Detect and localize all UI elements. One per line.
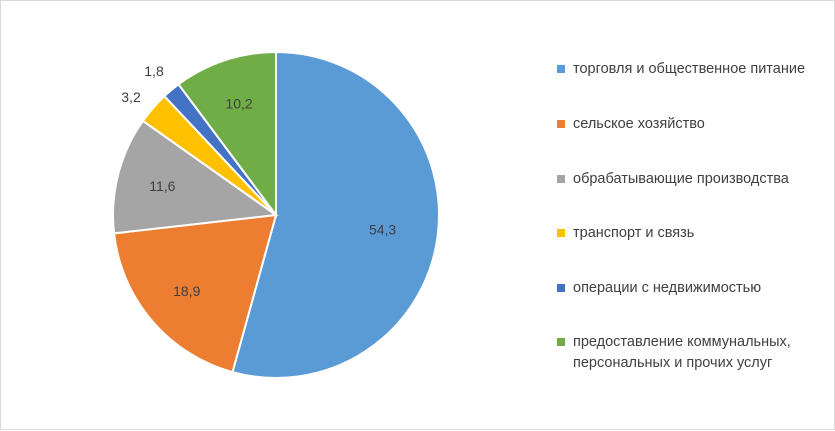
data-label: 18,9 [173, 283, 200, 299]
pie-slice [112, 119, 279, 235]
pie-slice [231, 50, 440, 379]
legend-swatch [557, 338, 565, 346]
legend-swatch [557, 175, 565, 183]
legend-item: сельское хозяйство [557, 114, 827, 135]
legend-swatch [557, 120, 565, 128]
data-label: 1,8 [144, 63, 164, 79]
legend-label: обрабатывающие производства [573, 171, 789, 187]
legend-label: торговля и общественное питание [573, 61, 806, 77]
data-label: 3,2 [121, 89, 141, 105]
legend-item: транспорт и связь [557, 223, 827, 244]
legend-item: торговля и общественное питание [557, 59, 827, 80]
legend-swatch [557, 65, 565, 73]
legend-item: операции с недвижимостью [557, 278, 827, 299]
legend-swatch [557, 284, 565, 292]
data-label: 11,6 [149, 178, 175, 194]
legend-label: транспорт и связь [573, 225, 695, 241]
legend-item: предоставление коммунальных, персональны… [557, 332, 827, 374]
legend-swatch [557, 229, 565, 237]
data-label: 10,2 [225, 96, 252, 112]
data-label: 54,3 [369, 221, 396, 237]
legend-item: обрабатывающие производства [557, 169, 827, 190]
legend-label: операции с недвижимостью [573, 280, 762, 296]
pie-slice [177, 50, 277, 219]
legend-label: предоставление коммунальных, персональны… [573, 334, 791, 371]
legend-label: сельское хозяйство [573, 116, 705, 132]
pie-slice [112, 213, 278, 374]
